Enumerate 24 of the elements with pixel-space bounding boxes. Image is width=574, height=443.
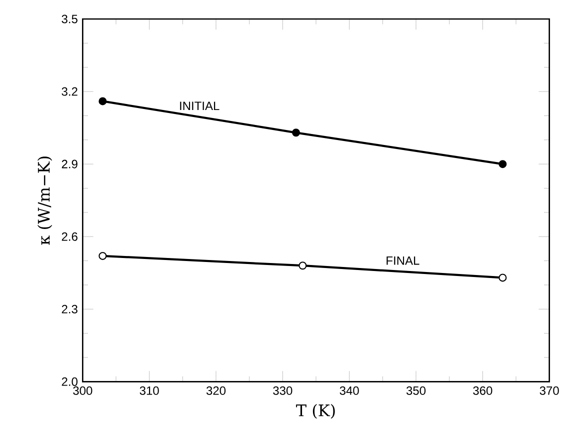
y-tick-label: 3.5 xyxy=(62,14,78,24)
x-tick-label: 320 xyxy=(206,386,226,395)
point xyxy=(98,97,107,106)
x-tick-label: 340 xyxy=(340,386,359,395)
x-axis-title: T (K) xyxy=(296,404,335,419)
y-axis-title: κ (W/m−K) xyxy=(37,156,52,245)
y-tick-label: 2.6 xyxy=(62,232,78,241)
series-label: INITIAL xyxy=(180,102,220,110)
x-tick-label: 360 xyxy=(473,386,492,395)
point xyxy=(498,160,507,168)
series-label: FINAL xyxy=(386,256,420,265)
x-tick-label: 330 xyxy=(273,386,292,395)
x-tick-label: 300 xyxy=(73,386,92,395)
y-tick-label: 3.2 xyxy=(62,87,78,96)
y-tick-label: 2.3 xyxy=(62,304,78,314)
y-tick-label: 2.0 xyxy=(62,377,78,386)
point xyxy=(292,128,300,137)
point xyxy=(298,262,307,270)
x-tick-label: 350 xyxy=(406,386,426,395)
x-tick-label: 310 xyxy=(140,386,159,395)
y-tick-label: 2.9 xyxy=(62,160,78,168)
x-tick-label: 370 xyxy=(540,386,559,395)
point xyxy=(98,252,107,260)
point xyxy=(498,274,507,282)
